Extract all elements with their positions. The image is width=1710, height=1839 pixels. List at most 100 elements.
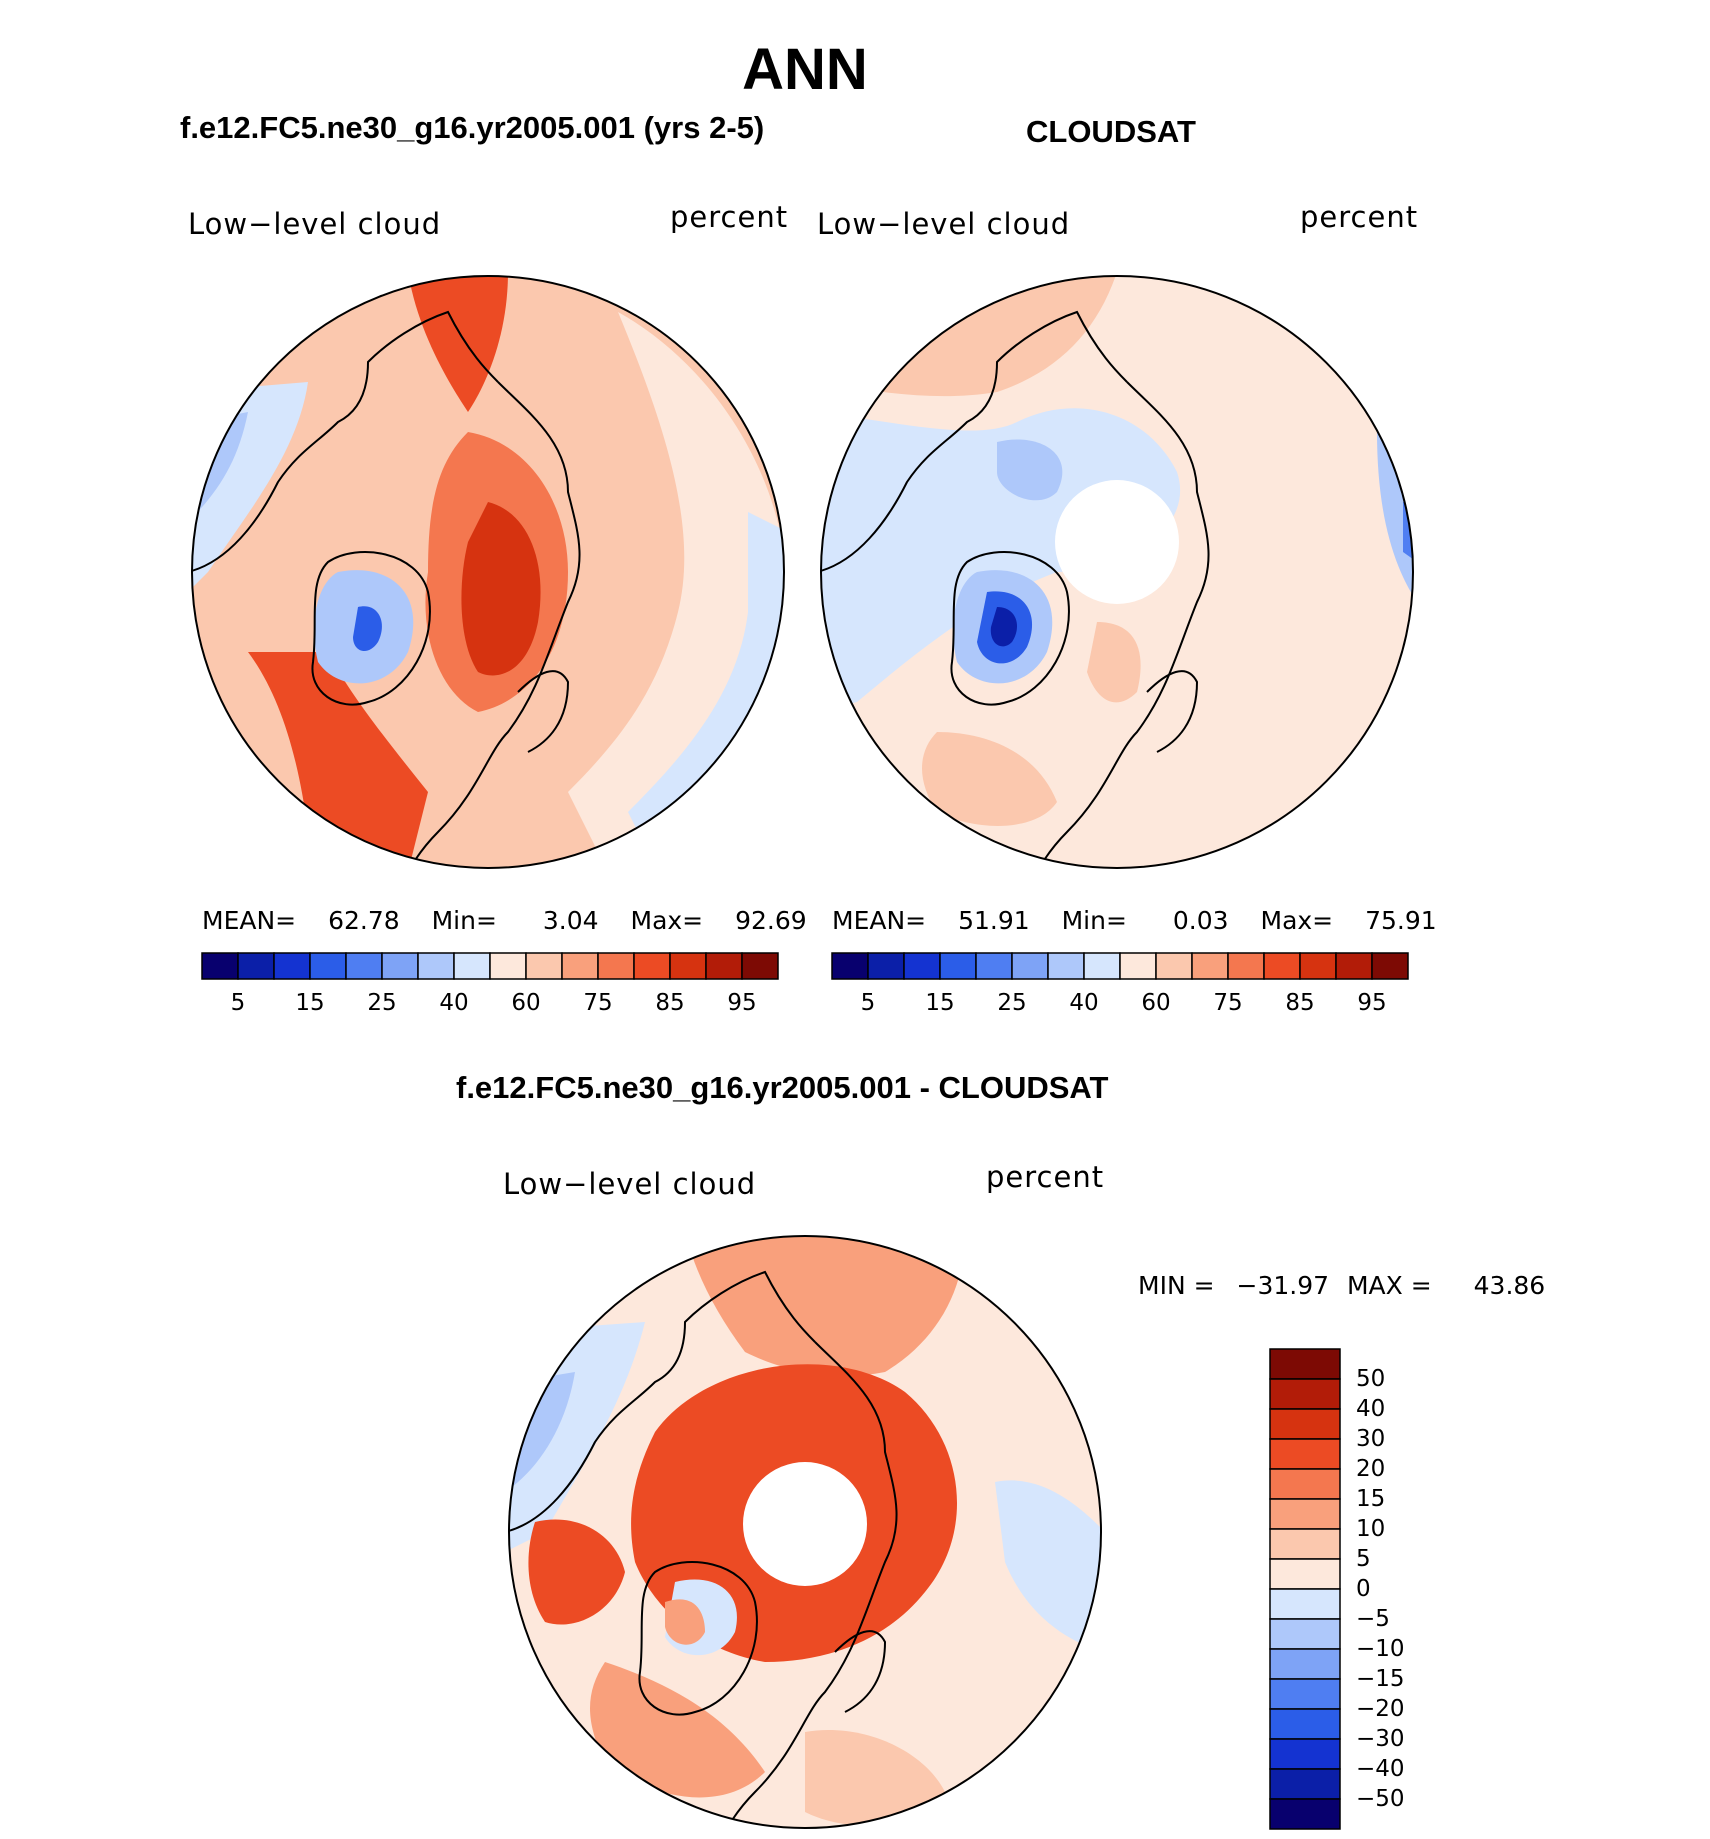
model-coastline-scandinavia bbox=[517, 670, 570, 753]
model-mean-value: 62.78 bbox=[328, 906, 400, 935]
model-coastline-north-america bbox=[192, 310, 499, 573]
diff-region-south-mid bbox=[590, 1662, 765, 1798]
colorbar-swatch bbox=[1269, 1588, 1341, 1620]
diff-cb-tick: −15 bbox=[1356, 1666, 1405, 1692]
colorbar-swatch bbox=[453, 952, 491, 980]
obs-max-value: 75.91 bbox=[1365, 906, 1437, 935]
obs-min-label: Min= bbox=[1061, 906, 1127, 935]
colorbar-swatch bbox=[1155, 952, 1193, 980]
obs-coastline-greenland bbox=[950, 551, 1070, 706]
obs-cb-tick: 25 bbox=[997, 990, 1027, 1016]
colorbar-swatch bbox=[1119, 952, 1157, 980]
diff-cb-tick: 5 bbox=[1356, 1546, 1371, 1572]
main-title: ANN bbox=[742, 37, 868, 102]
colorbar-swatch bbox=[309, 952, 347, 980]
diff-cb-tick: 15 bbox=[1356, 1486, 1386, 1512]
model-coastline-eurasia bbox=[407, 381, 581, 868]
model-polar-map bbox=[191, 275, 785, 869]
obs-field-label: Low−level cloud bbox=[817, 207, 1071, 241]
diff-cb-tick: −30 bbox=[1356, 1726, 1405, 1752]
obs-cb-tick: 85 bbox=[1285, 990, 1315, 1016]
model-cb-tick: 75 bbox=[583, 990, 613, 1016]
colorbar-swatch bbox=[633, 952, 671, 980]
colorbar-swatch bbox=[1269, 1558, 1341, 1590]
diff-region-west-high bbox=[528, 1519, 625, 1625]
diff-pole-hole bbox=[743, 1462, 867, 1586]
model-units-label: percent bbox=[670, 200, 789, 234]
colorbar-swatch bbox=[1269, 1348, 1341, 1380]
diff-coastline-eurasia bbox=[724, 1341, 898, 1828]
colorbar-swatch bbox=[1269, 1678, 1341, 1710]
obs-mean-value: 51.91 bbox=[958, 906, 1030, 935]
obs-map-border bbox=[820, 275, 1414, 869]
model-map-border bbox=[191, 275, 785, 869]
diff-min-label: MIN = bbox=[1138, 1271, 1215, 1300]
colorbar-swatch bbox=[237, 952, 275, 980]
diff-cb-tick: −10 bbox=[1356, 1636, 1405, 1662]
obs-min-value: 0.03 bbox=[1172, 906, 1229, 935]
diff-cb-tick: −20 bbox=[1356, 1696, 1405, 1722]
colorbar-swatch bbox=[1269, 1738, 1341, 1770]
colorbar-swatch bbox=[1083, 952, 1121, 980]
colorbar-swatch bbox=[1269, 1768, 1341, 1800]
diff-coastline-greenland bbox=[638, 1561, 758, 1716]
colorbar-swatch bbox=[1371, 952, 1409, 980]
obs-cb-tick: 5 bbox=[860, 990, 876, 1016]
obs-colorbar bbox=[831, 952, 1409, 980]
model-mean-label: MEAN= bbox=[202, 906, 297, 935]
colorbar-swatch bbox=[489, 952, 527, 980]
colorbar-swatch bbox=[1269, 1708, 1341, 1740]
colorbar-swatch bbox=[1269, 1378, 1341, 1410]
obs-cb-tick: 40 bbox=[1069, 990, 1099, 1016]
colorbar-swatch bbox=[975, 952, 1013, 980]
colorbar-swatch bbox=[1227, 952, 1265, 980]
model-colorbar bbox=[201, 952, 779, 980]
diff-max-label: MAX = bbox=[1346, 1271, 1432, 1300]
colorbar-swatch bbox=[1269, 1438, 1341, 1470]
colorbar-swatch bbox=[903, 952, 941, 980]
colorbar-swatch bbox=[1263, 952, 1301, 980]
model-region-central-high bbox=[461, 502, 541, 676]
obs-coastline-north-america bbox=[821, 310, 1128, 573]
model-region-greenland-core bbox=[353, 606, 382, 652]
diff-cb-tick: −40 bbox=[1356, 1756, 1405, 1782]
colorbar-swatch bbox=[597, 952, 635, 980]
model-cb-tick: 5 bbox=[230, 990, 246, 1016]
model-region-north-high bbox=[408, 276, 508, 412]
colorbar-swatch bbox=[1335, 952, 1373, 980]
model-panel-subtitle: f.e12.FC5.ne30_g16.yr2005.001 (yrs 2-5) bbox=[180, 110, 765, 145]
obs-cb-tick: 60 bbox=[1141, 990, 1171, 1016]
diff-polar-map bbox=[508, 1235, 1102, 1829]
diff-cb-tick: 30 bbox=[1356, 1426, 1386, 1452]
diff-coastline-north-america bbox=[509, 1270, 816, 1533]
colorbar-swatch bbox=[1299, 952, 1337, 980]
model-cb-tick: 95 bbox=[727, 990, 757, 1016]
model-max-label: Max= bbox=[630, 906, 704, 935]
colorbar-swatch bbox=[669, 952, 707, 980]
obs-coastline-eurasia bbox=[1036, 381, 1210, 868]
colorbar-swatch bbox=[939, 952, 977, 980]
colorbar-swatch bbox=[525, 952, 563, 980]
diff-colorbar bbox=[1269, 1348, 1341, 1830]
diff-cb-tick: −50 bbox=[1356, 1786, 1405, 1812]
obs-polar-map bbox=[820, 275, 1414, 869]
diff-colorbar-ticks: 50 40 30 20 15 10 5 0 −5 −10 −15 −20 −30… bbox=[1356, 1349, 1436, 1829]
diff-region-south-low bbox=[805, 1730, 945, 1826]
diff-region-north-mid bbox=[685, 1236, 965, 1376]
diff-region-greenland-high bbox=[665, 1599, 705, 1645]
colorbar-swatch bbox=[381, 952, 419, 980]
colorbar-swatch bbox=[417, 952, 455, 980]
colorbar-swatch bbox=[1269, 1798, 1341, 1830]
model-cb-tick: 60 bbox=[511, 990, 541, 1016]
obs-units-label: percent bbox=[1300, 200, 1419, 234]
diff-units-label: percent bbox=[986, 1160, 1105, 1194]
obs-region-arctic-lower bbox=[997, 439, 1063, 501]
obs-cb-tick: 15 bbox=[925, 990, 955, 1016]
colorbar-swatch bbox=[1269, 1648, 1341, 1680]
obs-region-east-mid bbox=[1087, 622, 1141, 703]
diff-max-value: 43.86 bbox=[1473, 1271, 1546, 1300]
colorbar-swatch bbox=[831, 952, 869, 980]
diff-cb-tick: 40 bbox=[1356, 1396, 1386, 1422]
diff-cb-tick: 0 bbox=[1356, 1576, 1371, 1602]
colorbar-swatch bbox=[1191, 952, 1229, 980]
